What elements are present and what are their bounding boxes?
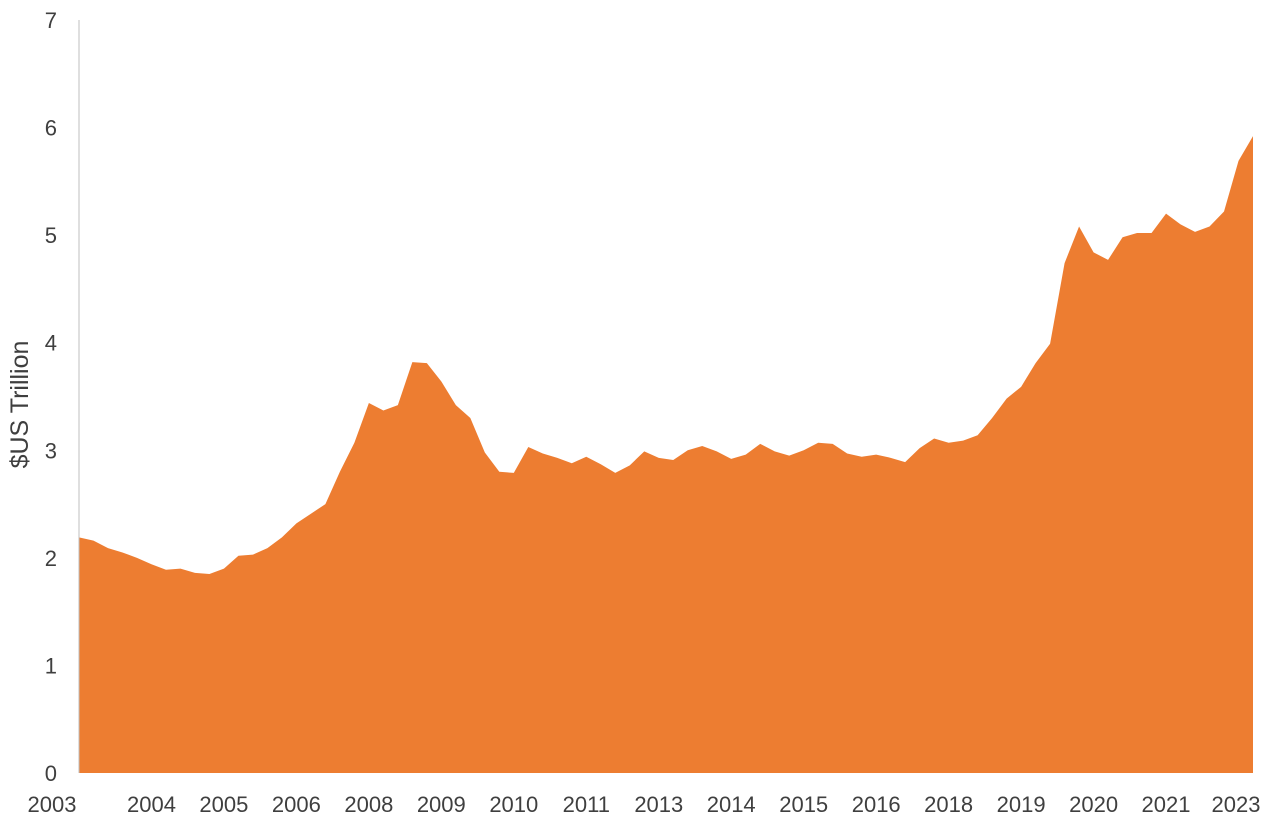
x-tick-label: 2023 bbox=[1212, 792, 1261, 817]
y-tick-label: 6 bbox=[45, 116, 57, 141]
x-tick-label: 2021 bbox=[1142, 792, 1191, 817]
y-tick-label: 5 bbox=[45, 223, 57, 248]
x-tick-label: 2010 bbox=[489, 792, 538, 817]
x-axis-tick-labels: 2003 2004 2005 2006 2008 2009 2010 2011 2013 2014… bbox=[28, 792, 1261, 817]
x-tick-label: 2014 bbox=[707, 792, 756, 817]
y-tick-label: 3 bbox=[45, 438, 57, 463]
x-tick-label: 2003 bbox=[28, 792, 77, 817]
x-tick-label: 2009 bbox=[417, 792, 466, 817]
x-tick-label: 2019 bbox=[997, 792, 1046, 817]
area-series bbox=[79, 136, 1253, 773]
y-tick-label: 0 bbox=[45, 761, 57, 786]
x-tick-label: 2006 bbox=[272, 792, 321, 817]
y-tick-label: 7 bbox=[45, 8, 57, 33]
x-tick-label: 2005 bbox=[199, 792, 248, 817]
area-series-layer bbox=[79, 136, 1253, 773]
x-tick-label: 2008 bbox=[344, 792, 393, 817]
x-tick-label: 2015 bbox=[779, 792, 828, 817]
y-tick-label: 1 bbox=[45, 653, 57, 678]
y-axis-tick-labels: 0 1 2 3 4 5 6 7 bbox=[45, 8, 57, 786]
x-tick-label: 2018 bbox=[924, 792, 973, 817]
x-tick-label: 2020 bbox=[1069, 792, 1118, 817]
y-axis-title: $US Trillion bbox=[6, 341, 34, 469]
y-tick-label: 2 bbox=[45, 546, 57, 571]
x-tick-label: 2013 bbox=[634, 792, 683, 817]
x-tick-label: 2004 bbox=[127, 792, 176, 817]
x-tick-label: 2011 bbox=[563, 792, 610, 817]
y-tick-label: 4 bbox=[45, 331, 57, 356]
x-tick-label: 2016 bbox=[852, 792, 901, 817]
